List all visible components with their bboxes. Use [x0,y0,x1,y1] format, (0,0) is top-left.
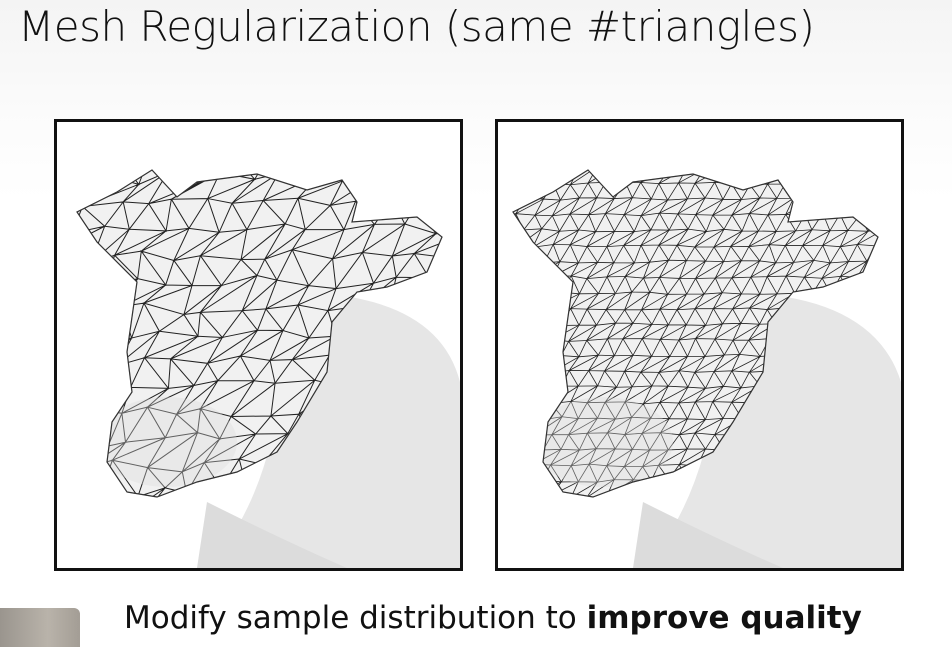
caption-emphasis: improve quality [586,600,862,636]
cow-mesh-irregular-image [76,169,460,568]
slide-title: Mesh Regularization (same #triangles) [18,2,815,51]
presenter-video-thumbnail [0,608,80,647]
caption-text: Modify sample distribution to [124,600,587,636]
irregular-mesh-figure [54,119,463,571]
slide-caption: Modify sample distribution to improve qu… [124,600,862,636]
regular-mesh-figure [495,119,904,571]
cow-mesh-regular-image [512,169,901,568]
